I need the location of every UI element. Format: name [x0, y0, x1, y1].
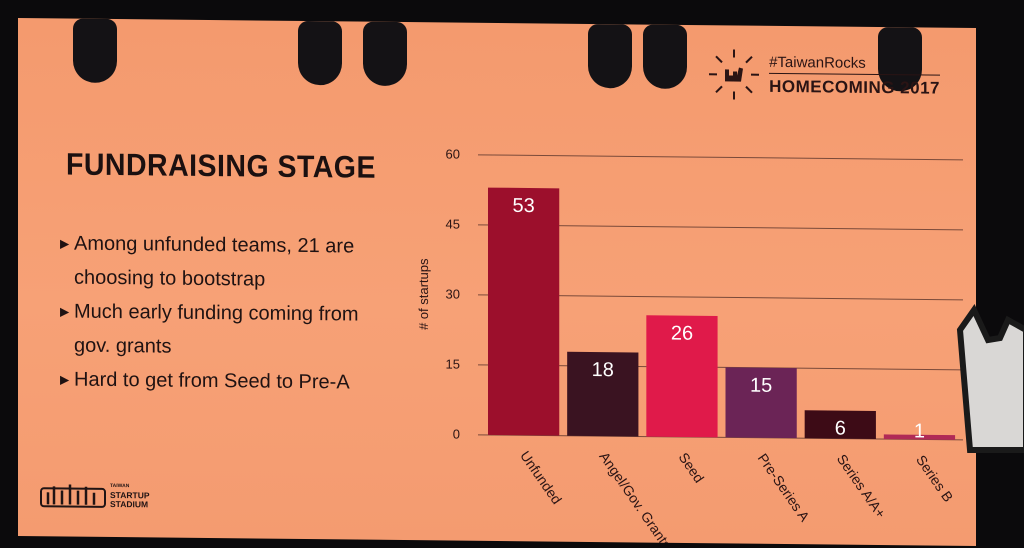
stage-light	[588, 23, 632, 89]
slide-title: FUNDRAISING STAGE	[66, 146, 376, 185]
startup-stadium-logo: TAIWAN STARTUP STADIUM	[40, 478, 150, 509]
brand-event-title: HOMECOMING 2017	[769, 76, 940, 98]
bar	[646, 315, 718, 438]
bullet-text: Hard to get from Seed to Pre-A	[74, 368, 350, 394]
rock-hand-prop-icon	[956, 304, 1024, 453]
stage-light	[298, 20, 342, 86]
rock-hand-burst-icon	[709, 49, 760, 100]
bar-value-label: 1	[914, 420, 925, 442]
bullet-item: ▶ Much early funding coming from gov. gr…	[60, 294, 400, 366]
x-tick-label: Seed	[676, 450, 708, 486]
y-tick-label: 30	[446, 286, 460, 301]
x-tick-label: Unfunded	[517, 448, 565, 507]
event-brand: #TaiwanRocks HOMECOMING 2017	[707, 47, 940, 103]
bar	[725, 367, 797, 439]
bullet-item: ▶ Hard to get from Seed to Pre-A	[60, 362, 400, 400]
bullet-list: ▶ Among unfunded teams, 21 are choosing …	[60, 226, 400, 400]
bar-value-label: 53	[513, 195, 535, 217]
bar	[804, 410, 876, 439]
gridline	[478, 154, 963, 161]
chart-bars: 53 18 26 15 6 1	[488, 187, 956, 442]
triangle-bullet-icon: ▶	[60, 372, 70, 387]
presentation-slide: #TaiwanRocks HOMECOMING 2017 FUNDRAISING…	[18, 18, 976, 547]
bar-value-label: 6	[835, 418, 846, 440]
bar-value-label: 26	[671, 323, 693, 345]
y-axis-label: # of startups	[416, 258, 431, 330]
stage-light	[363, 21, 407, 87]
x-tick-label: Angel/Gov. Grants	[596, 449, 675, 546]
y-tick-label: 0	[453, 427, 460, 442]
bar-chart: 0 15 30 45 60 53 18 26 15 6 1 Unfunded Angel/Gov. …	[416, 146, 963, 546]
bar	[883, 434, 956, 440]
triangle-bullet-icon: ▶	[60, 304, 70, 319]
brand-hashtag: #TaiwanRocks	[769, 53, 940, 76]
x-tick-label: Pre-Series A	[755, 450, 814, 524]
stadium-hands-icon	[40, 484, 106, 508]
triangle-bullet-icon: ▶	[60, 236, 70, 251]
x-axis-ticks: Unfunded Angel/Gov. Grants Seed Pre-Series …	[517, 448, 956, 546]
bullet-item: ▶ Among unfunded teams, 21 are choosing …	[60, 226, 400, 298]
stage-light	[643, 24, 687, 90]
bullet-text: Much early funding coming from gov. gran…	[74, 300, 359, 358]
stage-light	[73, 18, 117, 84]
y-axis-ticks: 0 15 30 45 60	[446, 146, 460, 441]
logo-text-line: STADIUM	[110, 498, 149, 510]
bullet-text: Among unfunded teams, 21 are choosing to…	[74, 232, 355, 291]
y-tick-label: 15	[446, 356, 460, 371]
y-tick-label: 60	[446, 146, 460, 161]
bar	[567, 351, 639, 437]
bar	[488, 187, 560, 436]
x-tick-label: Series A/A+	[834, 451, 889, 521]
bar-value-label: 15	[750, 375, 772, 397]
y-tick-label: 45	[446, 216, 460, 231]
bar-value-label: 18	[592, 359, 614, 381]
